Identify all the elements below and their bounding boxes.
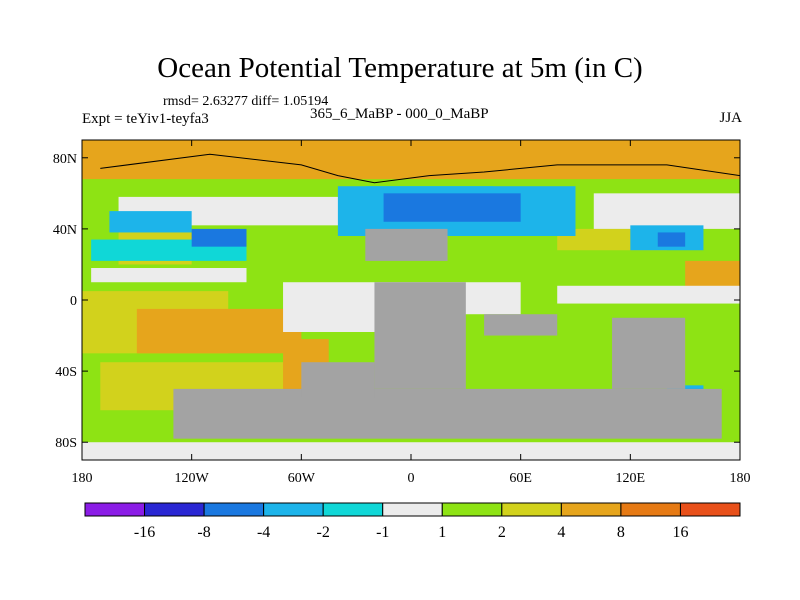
colorbar-swatch (84, 502, 146, 517)
x-tick-label: 0 (408, 471, 415, 486)
x-tick-label: 60E (509, 471, 532, 486)
field-region (383, 193, 521, 222)
colorbar-swatch (560, 502, 622, 517)
y-tick-label: 80S (55, 436, 77, 451)
colorbar-label: 16 (672, 524, 688, 541)
chart-title: Ocean Potential Temperature at 5m (in C) (157, 52, 643, 84)
field-region (593, 193, 740, 229)
colorbar-label: -2 (317, 524, 330, 541)
missing-data-block (612, 317, 686, 389)
missing-data-block (365, 228, 448, 261)
colorbar-label: 8 (617, 524, 625, 541)
field-region (557, 285, 740, 304)
colorbar-label: -16 (134, 524, 155, 541)
y-tick-label: 80N (53, 152, 77, 167)
axes: 180 120W 60W 0 60E 120E 180 80N 40N 0 40S 80S (53, 140, 751, 486)
colorbar-label: -1 (376, 524, 389, 541)
x-tick-label: 120W (175, 471, 210, 486)
colorbar-swatch (441, 502, 503, 517)
field-region (91, 268, 247, 283)
colorbar-swatch (501, 502, 562, 517)
season-label: JJA (719, 110, 742, 126)
colorbar-swatch (144, 502, 205, 517)
coastline-segment (100, 153, 740, 184)
x-tick-label: 120E (616, 471, 646, 486)
coastline (100, 153, 740, 184)
x-tick-label: 180 (72, 471, 93, 486)
colorbar-label: -4 (257, 524, 270, 541)
field-region (109, 211, 192, 233)
missing-data-block (301, 362, 375, 398)
experiment-label: Expt = teYiv1-teyfa3 (82, 111, 209, 127)
field-region (82, 442, 740, 460)
missing-data-block (374, 282, 466, 389)
colorbar-swatch (679, 502, 741, 517)
missing-data-block (484, 314, 558, 336)
colorbar-label: 2 (498, 524, 506, 541)
missing-data-block (173, 388, 722, 439)
colorbar-swatch (620, 502, 681, 517)
colorbar-swatch (322, 502, 384, 517)
colorbar-label: -8 (197, 524, 210, 541)
colorbar-swatch (203, 502, 265, 517)
colorbar: -16 -8 -4 -2 -1 1 2 4 8 16 (84, 502, 741, 541)
colorbar-swatch (382, 502, 443, 517)
period-label: 365_6_MaBP - 000_0_MaBP (310, 106, 489, 122)
x-tick-label: 60W (288, 471, 316, 486)
y-tick-label: 0 (70, 294, 77, 309)
stats-line: rmsd= 2.63277 diff= 1.05194 (163, 94, 329, 109)
x-tick-label: 180 (730, 471, 751, 486)
field-region (657, 232, 686, 247)
colorbar-swatch (263, 502, 324, 517)
colorbar-label: 1 (438, 524, 446, 541)
land-mask (173, 228, 722, 439)
colorbar-label: 4 (557, 524, 565, 541)
field-region (136, 308, 302, 354)
y-tick-label: 40S (55, 365, 77, 380)
field-region (82, 140, 740, 180)
y-tick-label: 40N (53, 223, 77, 238)
field-region (191, 228, 247, 247)
